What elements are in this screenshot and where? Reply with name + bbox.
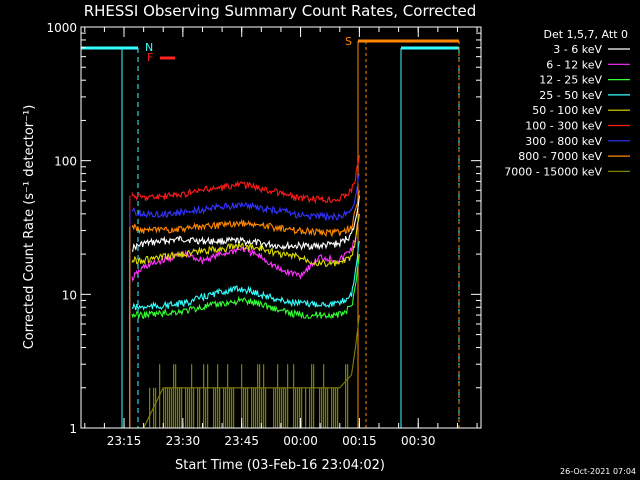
series-line — [131, 155, 360, 205]
series-line — [131, 254, 360, 320]
series-layer — [129, 155, 360, 428]
y-tick-label: 1 — [69, 422, 77, 436]
flag-label-s: S — [345, 35, 352, 48]
legend-label: 7000 - 15000 keV — [504, 165, 602, 178]
x-tick-label: 23:15 — [107, 434, 142, 448]
legend-label: 100 - 300 keV — [525, 120, 602, 133]
x-tick-label: 00:15 — [342, 434, 377, 448]
chart-title: RHESSI Observing Summary Count Rates, Co… — [84, 2, 477, 20]
flag-label-n: N — [145, 41, 153, 54]
x-tick-label: 23:45 — [224, 434, 259, 448]
legend-label: 3 - 6 keV — [553, 43, 602, 56]
axes-layer: 23:15 23:30 23:45 00:00 00:15 00:30 1 10 100 1000 — [46, 21, 481, 448]
x-tick-label: 23:30 — [166, 434, 201, 448]
series-line — [131, 173, 360, 222]
series-line — [131, 213, 360, 268]
legend-title: Det 1,5,7, Att 0 — [544, 28, 628, 41]
series-line — [131, 190, 360, 238]
y-tick-label: 100 — [54, 155, 77, 169]
y-tick-label: 1000 — [46, 21, 77, 35]
legend-label: 25 - 50 keV — [539, 89, 602, 102]
x-tick-label: 00:30 — [401, 434, 436, 448]
legend-label: 6 - 12 keV — [546, 58, 602, 71]
legend: Det 1,5,7, Att 0 3 - 6 keV 6 - 12 keV 12 -… — [504, 28, 630, 178]
series-line — [131, 195, 360, 252]
series-line — [131, 240, 360, 311]
x-tick-label: 00:00 — [283, 434, 318, 448]
flag-bars-layer: NF S — [81, 35, 460, 428]
y-tick-label: 10 — [62, 288, 77, 302]
legend-label: 300 - 800 keV — [525, 135, 602, 148]
timestamp-label: 26-Oct-2021 07:04 — [560, 467, 636, 476]
y-axis-label: Corrected Count Rate (s⁻¹ detector⁻¹) — [22, 105, 37, 350]
legend-label: 50 - 100 keV — [532, 104, 602, 117]
flag-label-f: F — [147, 51, 153, 64]
legend-label: 800 - 7000 keV — [518, 150, 602, 163]
x-axis-label: Start Time (03-Feb-16 23:04:02) — [175, 458, 385, 473]
legend-label: 12 - 25 keV — [539, 74, 602, 87]
